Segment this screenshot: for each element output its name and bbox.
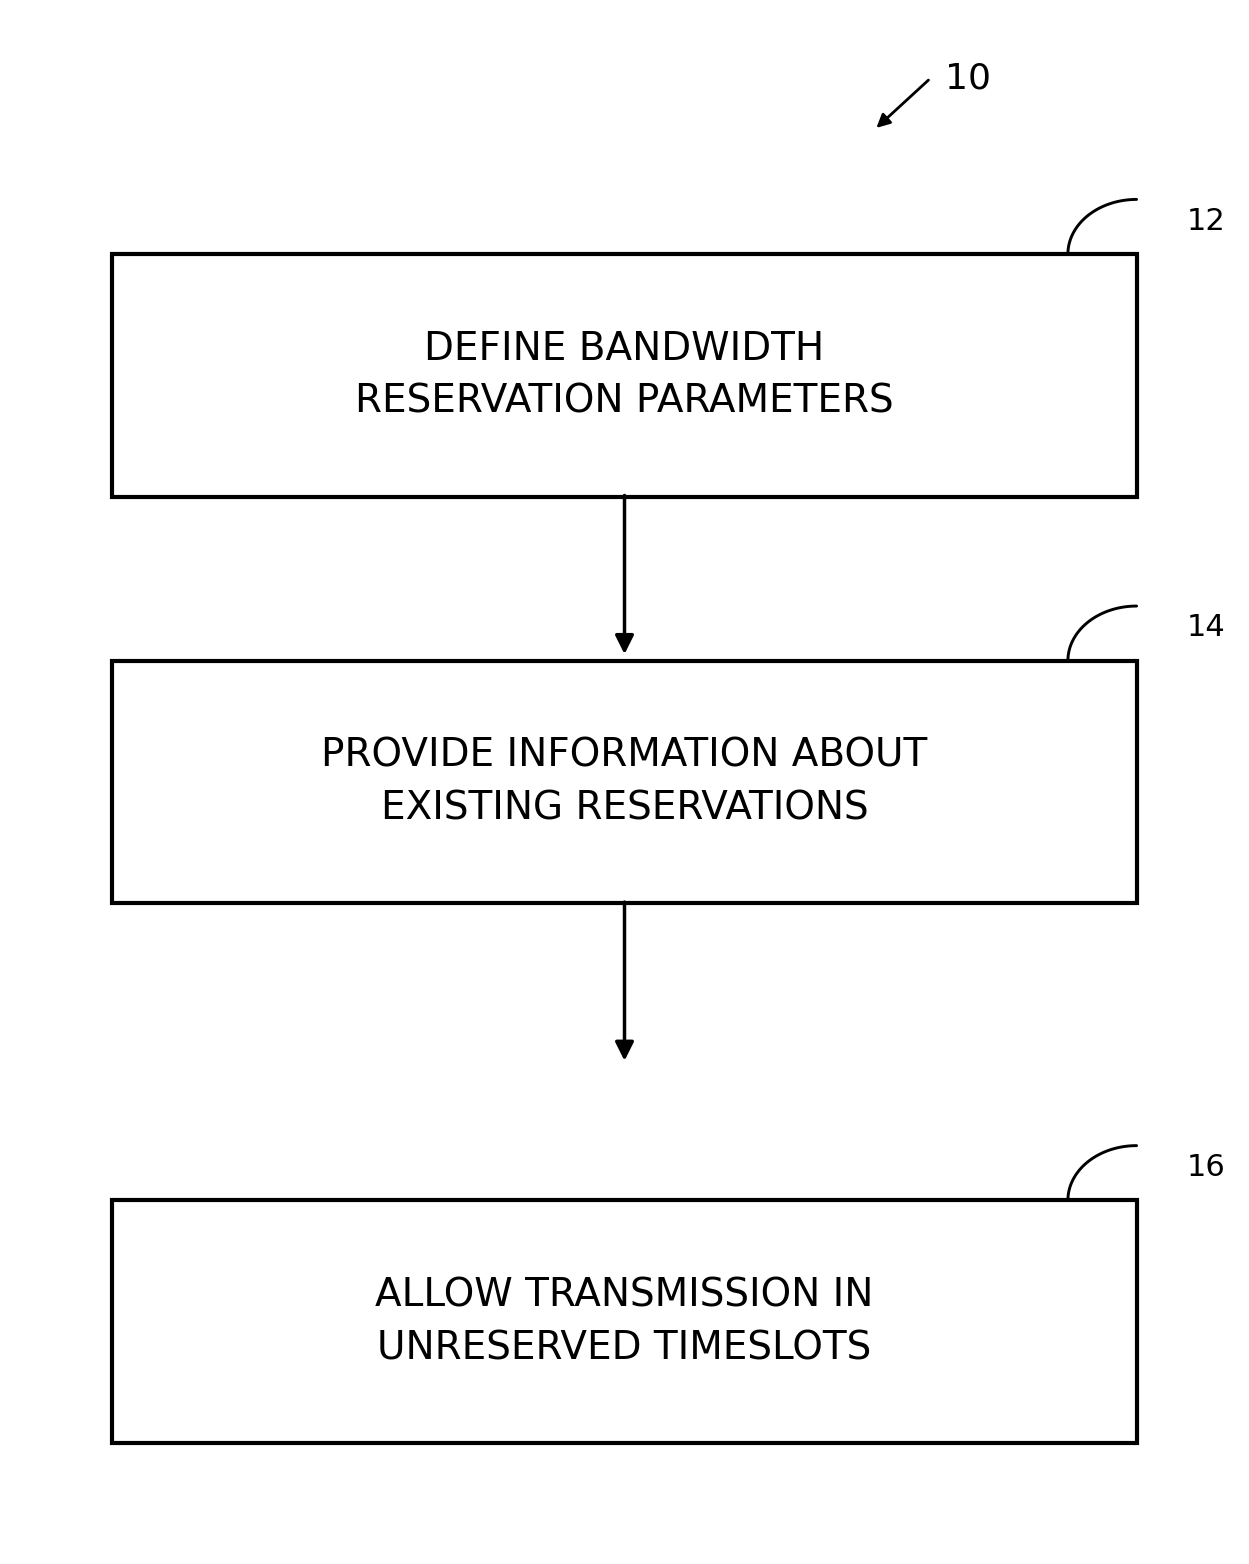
Text: 14: 14 [1187,613,1225,643]
Text: DEFINE BANDWIDTH
RESERVATION PARAMETERS: DEFINE BANDWIDTH RESERVATION PARAMETERS [355,330,894,421]
Text: 16: 16 [1187,1153,1225,1182]
Bar [112,660,1137,904]
Text: 12: 12 [1187,206,1225,236]
Text: 10: 10 [945,61,990,95]
Text: PROVIDE INFORMATION ABOUT
EXISTING RESERVATIONS: PROVIDE INFORMATION ABOUT EXISTING RESER… [321,737,928,827]
Bar [112,253,1137,496]
Bar [112,1201,1137,1442]
Text: ALLOW TRANSMISSION IN
UNRESERVED TIMESLOTS: ALLOW TRANSMISSION IN UNRESERVED TIMESLO… [375,1276,874,1367]
